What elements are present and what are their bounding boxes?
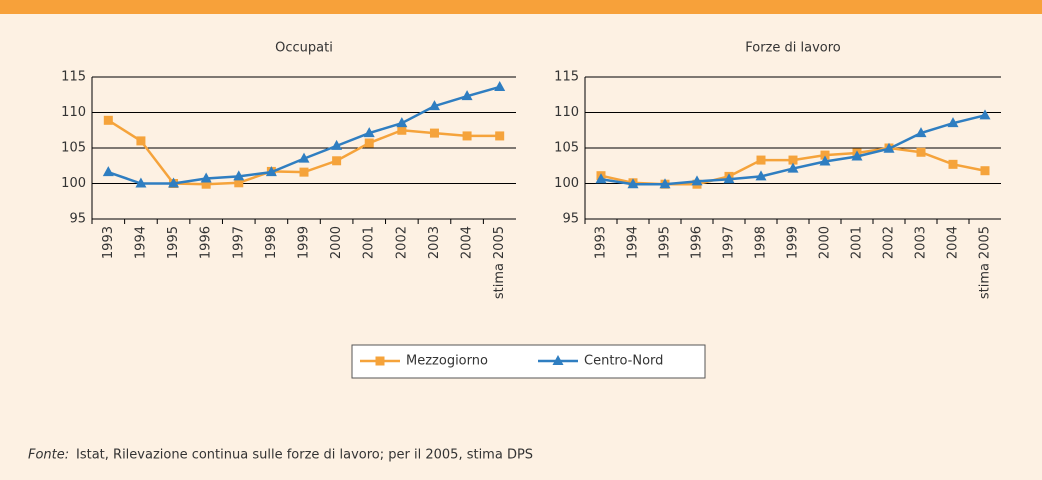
marker bbox=[552, 355, 564, 365]
marker bbox=[627, 178, 639, 189]
marker bbox=[135, 177, 147, 188]
x-annotation: stima bbox=[978, 263, 993, 299]
marker bbox=[429, 128, 439, 138]
legend-label: Mezzogiorno bbox=[406, 354, 488, 369]
marker bbox=[201, 179, 211, 189]
y-tick-label: 100 bbox=[61, 176, 86, 191]
legend-label: Centro-Nord bbox=[584, 354, 663, 369]
marker bbox=[298, 152, 310, 163]
x-tick-label: 2000 bbox=[329, 226, 344, 259]
marker bbox=[136, 136, 146, 146]
x-tick-label: 2003 bbox=[914, 226, 929, 259]
marker bbox=[265, 166, 277, 177]
marker bbox=[233, 170, 245, 181]
y-tick-label: 110 bbox=[554, 105, 579, 120]
x-tick-label: 2002 bbox=[882, 226, 897, 259]
marker bbox=[168, 177, 180, 188]
x-annotation: stima bbox=[492, 263, 507, 299]
top-band bbox=[0, 0, 1042, 14]
x-tick-label: 2005 bbox=[978, 226, 993, 259]
marker bbox=[299, 167, 309, 177]
y-tick-label: 95 bbox=[562, 212, 579, 227]
chart-title: Occupati bbox=[275, 41, 333, 56]
y-tick-label: 95 bbox=[69, 212, 86, 227]
x-tick-label: 2001 bbox=[362, 226, 377, 259]
marker bbox=[396, 117, 408, 128]
marker bbox=[363, 127, 375, 138]
marker bbox=[462, 131, 472, 141]
x-tick-label: 2004 bbox=[946, 226, 961, 259]
y-tick-label: 115 bbox=[554, 70, 579, 85]
x-tick-label: 2000 bbox=[818, 226, 833, 259]
marker bbox=[819, 155, 831, 166]
x-tick-label: 1996 bbox=[690, 226, 705, 259]
legend-box bbox=[351, 344, 706, 379]
marker bbox=[659, 178, 671, 189]
x-tick-label: 1998 bbox=[754, 226, 769, 259]
x-tick-label: 2005 bbox=[492, 226, 507, 259]
marker bbox=[397, 125, 407, 135]
marker bbox=[234, 178, 244, 188]
marker bbox=[755, 170, 767, 181]
x-tick-label: 1995 bbox=[166, 226, 181, 259]
x-tick-label: 1993 bbox=[594, 226, 609, 259]
marker bbox=[948, 159, 958, 169]
x-tick-label: 1998 bbox=[264, 226, 279, 259]
marker bbox=[916, 147, 926, 157]
marker bbox=[595, 173, 607, 184]
x-tick-label: 1999 bbox=[786, 226, 801, 259]
marker bbox=[332, 156, 342, 166]
marker bbox=[787, 162, 799, 173]
marker bbox=[883, 142, 895, 153]
y-tick-label: 105 bbox=[554, 141, 579, 156]
marker bbox=[980, 166, 990, 176]
x-tick-label: 1996 bbox=[199, 226, 214, 259]
marker bbox=[979, 109, 991, 120]
source-label: Fonte: bbox=[28, 448, 69, 463]
y-tick-label: 105 bbox=[61, 141, 86, 156]
marker bbox=[820, 150, 830, 160]
x-tick-label: 1997 bbox=[231, 226, 246, 259]
y-tick-label: 100 bbox=[554, 176, 579, 191]
x-tick-label: 1993 bbox=[101, 226, 116, 259]
marker bbox=[788, 155, 798, 165]
marker bbox=[691, 175, 703, 186]
marker bbox=[364, 138, 374, 148]
marker bbox=[461, 90, 473, 101]
marker bbox=[375, 356, 385, 366]
marker bbox=[428, 100, 440, 111]
marker bbox=[756, 155, 766, 165]
marker bbox=[494, 80, 506, 91]
x-tick-label: 1994 bbox=[133, 226, 148, 259]
x-tick-label: 1999 bbox=[297, 226, 312, 259]
x-tick-label: 1994 bbox=[626, 226, 641, 259]
marker bbox=[915, 127, 927, 138]
marker bbox=[200, 172, 212, 183]
x-tick-label: 2001 bbox=[850, 226, 865, 259]
x-tick-label: 2004 bbox=[460, 226, 475, 259]
x-tick-label: 2002 bbox=[394, 226, 409, 259]
y-tick-label: 110 bbox=[61, 105, 86, 120]
x-tick-label: 2003 bbox=[427, 226, 442, 259]
marker bbox=[723, 173, 735, 184]
y-tick-label: 115 bbox=[61, 70, 86, 85]
marker bbox=[495, 131, 505, 141]
marker bbox=[103, 115, 113, 125]
marker bbox=[102, 166, 114, 177]
series-line bbox=[600, 114, 986, 186]
source-text: Istat, Rilevazione continua sulle forze … bbox=[76, 448, 533, 463]
chart-title: Forze di lavoro bbox=[745, 41, 841, 56]
marker bbox=[331, 139, 343, 150]
marker bbox=[851, 150, 863, 161]
x-tick-label: 1995 bbox=[658, 226, 673, 259]
x-tick-label: 1997 bbox=[722, 226, 737, 259]
marker bbox=[947, 117, 959, 128]
